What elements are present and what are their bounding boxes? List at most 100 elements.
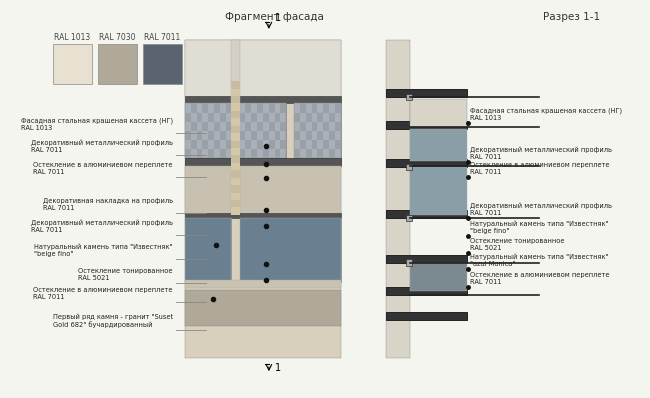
Text: Натуральный камень типа "Известняк"
"azul Monica": Натуральный камень типа "Известняк" "azu… bbox=[470, 254, 608, 267]
Bar bbox=[317, 148, 323, 158]
Text: Первый ряд камня - гранит "Suset
Gold 682" бучардированный: Первый ряд камня - гранит "Suset Gold 68… bbox=[53, 314, 173, 328]
Bar bbox=[239, 113, 245, 121]
Bar bbox=[410, 99, 467, 127]
Bar bbox=[386, 287, 467, 295]
Bar bbox=[245, 103, 251, 113]
Text: Декоративный металлический профиль
RAL 7011: Декоративный металлический профиль RAL 7… bbox=[470, 147, 612, 160]
Bar bbox=[231, 200, 240, 207]
Bar bbox=[226, 103, 231, 113]
Bar bbox=[294, 148, 300, 158]
Bar bbox=[196, 113, 202, 121]
Bar bbox=[406, 215, 411, 221]
Bar bbox=[280, 140, 286, 148]
Bar bbox=[257, 121, 263, 131]
Bar bbox=[231, 96, 240, 103]
Bar bbox=[300, 121, 306, 131]
Bar bbox=[294, 103, 341, 158]
Bar bbox=[185, 218, 207, 282]
Bar bbox=[317, 113, 323, 121]
Bar bbox=[196, 148, 202, 158]
Bar bbox=[410, 263, 467, 291]
Bar bbox=[257, 140, 263, 148]
Bar bbox=[245, 140, 251, 148]
Bar bbox=[185, 113, 190, 121]
Bar bbox=[386, 121, 467, 129]
Bar bbox=[231, 163, 240, 170]
Bar bbox=[311, 103, 317, 113]
Bar bbox=[208, 113, 214, 121]
Bar bbox=[185, 103, 231, 158]
Bar bbox=[231, 118, 240, 126]
Bar bbox=[185, 213, 341, 218]
Bar bbox=[251, 131, 257, 140]
Bar bbox=[231, 126, 240, 133]
Bar bbox=[214, 103, 220, 113]
Bar bbox=[239, 103, 286, 158]
Bar bbox=[306, 113, 311, 121]
Bar bbox=[268, 103, 274, 113]
Bar bbox=[231, 185, 240, 193]
Bar bbox=[406, 164, 411, 170]
Bar bbox=[386, 89, 467, 97]
Bar bbox=[329, 148, 335, 158]
Bar bbox=[294, 103, 341, 158]
Bar bbox=[185, 148, 190, 158]
Bar bbox=[185, 103, 231, 158]
Text: 1: 1 bbox=[275, 13, 281, 23]
Bar bbox=[185, 131, 190, 140]
Bar bbox=[257, 103, 263, 113]
Bar bbox=[231, 81, 240, 89]
Bar bbox=[386, 210, 467, 218]
Bar bbox=[208, 148, 214, 158]
Text: Декоративный металлический профиль
RAL 7011: Декоративный металлический профиль RAL 7… bbox=[31, 140, 173, 153]
Bar bbox=[239, 148, 245, 158]
Text: Остекление в алюминиевом переплете
RAL 7011: Остекление в алюминиевом переплете RAL 7… bbox=[33, 162, 173, 175]
Bar bbox=[274, 131, 280, 140]
Bar bbox=[306, 148, 311, 158]
Bar bbox=[185, 40, 341, 97]
Bar bbox=[280, 103, 286, 113]
Bar bbox=[220, 131, 226, 140]
Bar bbox=[185, 290, 341, 326]
Bar bbox=[329, 131, 335, 140]
Bar bbox=[386, 312, 467, 320]
Bar bbox=[190, 140, 196, 148]
Bar bbox=[386, 159, 467, 167]
Bar bbox=[335, 140, 341, 148]
Bar bbox=[231, 170, 240, 178]
Bar bbox=[185, 280, 341, 288]
Bar bbox=[239, 131, 245, 140]
Bar bbox=[335, 103, 341, 113]
Text: Остекление в алюминиевом переплете
RAL 7011: Остекление в алюминиевом переплете RAL 7… bbox=[33, 287, 173, 300]
Bar bbox=[231, 40, 240, 215]
Bar bbox=[294, 218, 317, 282]
Bar bbox=[185, 40, 341, 358]
Bar bbox=[386, 255, 467, 263]
Bar bbox=[231, 193, 240, 200]
Bar bbox=[185, 158, 341, 166]
Bar bbox=[294, 131, 300, 140]
Bar bbox=[231, 207, 240, 215]
Bar bbox=[306, 131, 311, 140]
Text: RAL 7011: RAL 7011 bbox=[144, 33, 181, 42]
Text: Фасадная стальная крашеная кассета (НГ)
RAL 1013: Фасадная стальная крашеная кассета (НГ) … bbox=[21, 118, 173, 131]
Bar bbox=[274, 113, 280, 121]
Text: Декоративная накладка на профиль
RAL 7011: Декоративная накладка на профиль RAL 701… bbox=[43, 198, 173, 211]
Bar bbox=[263, 148, 268, 158]
Bar bbox=[251, 148, 257, 158]
Bar bbox=[268, 140, 274, 148]
Text: Остекление в алюминиевом переплете
RAL 7011: Остекление в алюминиевом переплете RAL 7… bbox=[470, 271, 610, 285]
Text: Фрагмент фасада: Фрагмент фасада bbox=[226, 12, 324, 22]
Text: Натуральный камень типа "Известняк"
"beige fino": Натуральный камень типа "Известняк" "bei… bbox=[34, 243, 173, 257]
Bar bbox=[410, 167, 467, 215]
Bar bbox=[300, 103, 306, 113]
Bar bbox=[263, 131, 268, 140]
Text: Остекление в алюминиевом переплете
RAL 7011: Остекление в алюминиевом переплете RAL 7… bbox=[470, 162, 610, 175]
Bar bbox=[268, 121, 274, 131]
Bar bbox=[231, 103, 240, 111]
Bar bbox=[317, 218, 341, 282]
Bar bbox=[280, 121, 286, 131]
Text: Остекление тонированное
RAL 5021: Остекление тонированное RAL 5021 bbox=[470, 238, 564, 251]
Bar bbox=[406, 259, 411, 266]
Bar bbox=[329, 113, 335, 121]
